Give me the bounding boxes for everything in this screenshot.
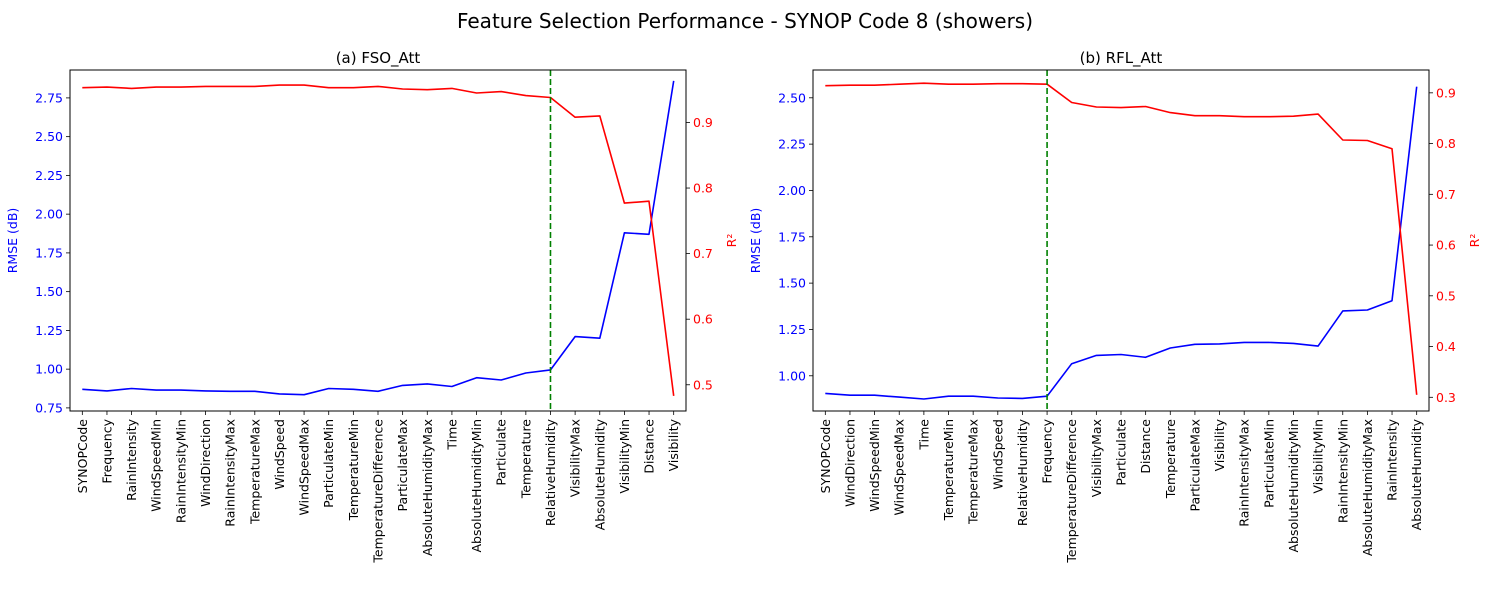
right-y-tick-label: 0.6 bbox=[1436, 238, 1456, 253]
x-tick-label: TemperatureMin bbox=[346, 419, 361, 521]
r2-line bbox=[82, 84, 675, 397]
right-y-tick-label: 0.5 bbox=[693, 377, 713, 392]
x-tick-label: Temperature bbox=[1163, 419, 1178, 499]
x-tick-label: AbsoluteHumidityMax bbox=[1360, 419, 1375, 556]
x-tick-label: WindSpeedMax bbox=[892, 419, 907, 515]
r2-line bbox=[825, 82, 1418, 395]
right-y-tick-label: 0.5 bbox=[1436, 288, 1456, 303]
x-tick-label: AbsoluteHumidity bbox=[1409, 418, 1424, 530]
x-tick-label: Time bbox=[916, 419, 931, 451]
x-tick-label: TemperatureDifference bbox=[1064, 419, 1079, 564]
right-y-tick-label: 0.7 bbox=[693, 246, 713, 261]
left-y-tick-label: 1.00 bbox=[35, 362, 63, 377]
x-tick-label: RelativeHumidity bbox=[1015, 418, 1030, 526]
x-tick-label: ParticulateMax bbox=[1187, 419, 1202, 512]
x-tick-label: AbsoluteHumidity bbox=[592, 418, 607, 530]
x-tick-label: ParticulateMax bbox=[395, 419, 410, 512]
figure-title: Feature Selection Performance - SYNOP Co… bbox=[457, 9, 1033, 33]
right-y-tick-label: 0.7 bbox=[1436, 187, 1456, 202]
right-axis-label: R² bbox=[724, 234, 739, 248]
left-axis-label: RMSE (dB) bbox=[5, 208, 20, 274]
x-tick-label: RainIntensity bbox=[1385, 418, 1400, 500]
x-tick-label: VisibilityMax bbox=[568, 419, 583, 497]
left-y-tick-label: 2.25 bbox=[35, 168, 63, 183]
x-tick-label: TemperatureMax bbox=[247, 419, 262, 525]
left-y-tick-label: 1.25 bbox=[778, 322, 806, 337]
right-y-tick-label: 0.8 bbox=[693, 181, 713, 196]
left-y-tick-label: 1.50 bbox=[35, 284, 63, 299]
x-tick-label: TemperatureMin bbox=[941, 419, 956, 521]
right-y-tick-label: 0.4 bbox=[1436, 339, 1456, 354]
x-tick-label: Distance bbox=[642, 419, 657, 474]
x-tick-label: WindSpeed bbox=[990, 419, 1005, 490]
right-y-tick-label: 0.9 bbox=[1436, 85, 1456, 100]
plot-frame bbox=[812, 69, 1430, 412]
left-y-tick-label: 2.00 bbox=[778, 183, 806, 198]
x-tick-label: Temperature bbox=[518, 419, 533, 499]
x-tick-label: WindSpeed bbox=[272, 419, 287, 490]
right-y-tick-label: 0.9 bbox=[693, 115, 713, 130]
x-tick-label: SYNOPCode bbox=[818, 419, 833, 494]
left-y-tick-label: 2.50 bbox=[35, 129, 63, 144]
panel-fso-att: (a) FSO_Att SYNOPCode Frequency RainIntensi… bbox=[5, 49, 739, 564]
left-y-tick-label: 0.75 bbox=[35, 400, 63, 415]
x-tick-label: WindSpeedMin bbox=[149, 419, 164, 512]
x-tick-label: VisibilityMin bbox=[1311, 419, 1326, 494]
x-tick-label: Visibility bbox=[666, 418, 681, 471]
x-tick-label: RainIntensityMin bbox=[173, 419, 188, 523]
right-y-tick-label: 0.8 bbox=[1436, 136, 1456, 151]
x-tick-label: WindSpeedMin bbox=[867, 419, 882, 512]
x-tick-label: AbsoluteHumidityMin bbox=[1286, 419, 1301, 553]
left-y-tick-label: 2.75 bbox=[35, 90, 63, 105]
left-y-tick-label: 2.00 bbox=[35, 207, 63, 222]
x-tick-label: RainIntensityMax bbox=[1237, 419, 1252, 527]
x-tick-label: TemperatureMax bbox=[966, 419, 981, 525]
x-tick-label: Time bbox=[444, 419, 459, 451]
x-tick-label: WindSpeedMax bbox=[297, 419, 312, 515]
x-tick-label: ParticulateMin bbox=[1261, 419, 1276, 508]
left-y-tick-label: 1.75 bbox=[778, 229, 806, 244]
left-y-tick-label: 1.00 bbox=[778, 368, 806, 383]
x-tick-label: Particulate bbox=[1114, 419, 1129, 486]
x-tick-label: Particulate bbox=[494, 419, 509, 486]
x-tick-label: ParticulateMin bbox=[321, 419, 336, 508]
left-y-tick-label: 1.25 bbox=[35, 323, 63, 338]
x-tick-label: RainIntensityMin bbox=[1335, 419, 1350, 523]
left-axis-label: RMSE (dB) bbox=[748, 208, 763, 274]
x-tick-label: SYNOPCode bbox=[75, 419, 90, 494]
x-tick-label: RainIntensity bbox=[124, 418, 139, 500]
x-tick-label: WindDirection bbox=[198, 419, 213, 507]
left-y-tick-label: 1.75 bbox=[35, 245, 63, 260]
panel-title: (b) RFL_Att bbox=[1080, 49, 1163, 68]
right-axis-label: R² bbox=[1467, 234, 1482, 248]
x-tick-label: WindDirection bbox=[843, 419, 858, 507]
plot-frame bbox=[69, 69, 687, 412]
right-y-tick-label: 0.6 bbox=[693, 312, 713, 327]
left-y-tick-label: 2.25 bbox=[778, 137, 806, 152]
left-y-tick-label: 2.50 bbox=[778, 90, 806, 105]
x-tick-label: VisibilityMin bbox=[617, 419, 632, 494]
right-y-tick-label: 0.3 bbox=[1436, 390, 1456, 405]
x-tick-label: RainIntensityMax bbox=[223, 419, 238, 527]
x-tick-label: AbsoluteHumidityMin bbox=[469, 419, 484, 553]
panel-rfl-att: (b) RFL_Att SYNOPCode WindDirection WindSpe… bbox=[748, 49, 1482, 564]
x-tick-label: Distance bbox=[1138, 419, 1153, 474]
x-tick-label: TemperatureDifference bbox=[371, 419, 386, 564]
x-tick-label: Frequency bbox=[1040, 418, 1055, 483]
x-tick-label: AbsoluteHumidityMax bbox=[420, 419, 435, 556]
x-tick-label: Frequency bbox=[100, 418, 115, 483]
x-tick-label: Visibility bbox=[1212, 418, 1227, 471]
rmse-line bbox=[825, 86, 1418, 400]
panel-title: (a) FSO_Att bbox=[336, 49, 421, 68]
x-tick-label: VisibilityMax bbox=[1089, 419, 1104, 497]
x-tick-label: RelativeHumidity bbox=[543, 418, 558, 526]
left-y-tick-label: 1.50 bbox=[778, 276, 806, 291]
rmse-line bbox=[82, 80, 675, 396]
